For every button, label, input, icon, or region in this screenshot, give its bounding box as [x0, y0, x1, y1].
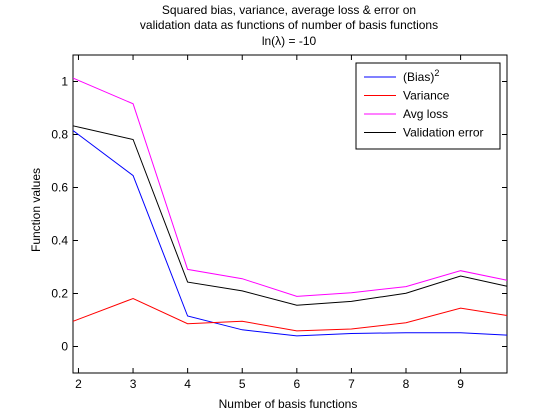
chart-title-line-3: ln(λ) = -10 [262, 34, 317, 48]
legend-label-text: Avg loss [403, 107, 448, 121]
legend-label-2: Variance [403, 89, 450, 103]
legend-label-4: Validation error [403, 126, 483, 140]
axes-box [72, 54, 508, 374]
x-tick-label: 4 [184, 377, 191, 391]
legend-label-text: Variance [403, 89, 450, 103]
y-tick-label: 0.4 [51, 234, 68, 248]
series-line-2 [72, 297, 508, 332]
legend-label-text: Validation error [403, 126, 483, 140]
x-tick-label: 7 [348, 377, 355, 391]
y-tick-label: 0.2 [51, 287, 68, 301]
x-tick-label: 9 [457, 377, 464, 391]
x-tick-label: 3 [130, 377, 137, 391]
x-tick-label: 5 [239, 377, 246, 391]
legend-label-1: (Bias)2 [403, 68, 439, 84]
x-axis-label: Number of basis functions [219, 397, 358, 411]
chart-title-line-2: validation data as functions of number o… [140, 18, 438, 32]
series-line-4 [72, 125, 508, 306]
y-axis-label: Function values [29, 168, 43, 252]
legend-label-superscript: 2 [434, 68, 439, 78]
legend-label-text: (Bias) [403, 70, 434, 84]
y-tick-label: 0.8 [51, 128, 68, 142]
plot-area: 2 3 4 5 6 7 8 9 0 0.2 0.4 0.6 0.8 1 [51, 54, 508, 391]
x-tick-label: 2 [75, 377, 82, 391]
x-tick-label: 8 [403, 377, 410, 391]
y-tick-label: 1 [61, 75, 68, 89]
legend: (Bias)2 Variance Avg loss Validation error [355, 62, 501, 150]
chart-title-line-1: Squared bias, variance, average loss & e… [162, 3, 416, 17]
legend-label-3: Avg loss [403, 107, 448, 121]
series-line-1 [72, 130, 508, 337]
series-line-3 [72, 77, 508, 297]
y-tick-label: 0 [61, 340, 68, 354]
y-tick-label: 0.6 [51, 181, 68, 195]
x-tick-label: 6 [293, 377, 300, 391]
